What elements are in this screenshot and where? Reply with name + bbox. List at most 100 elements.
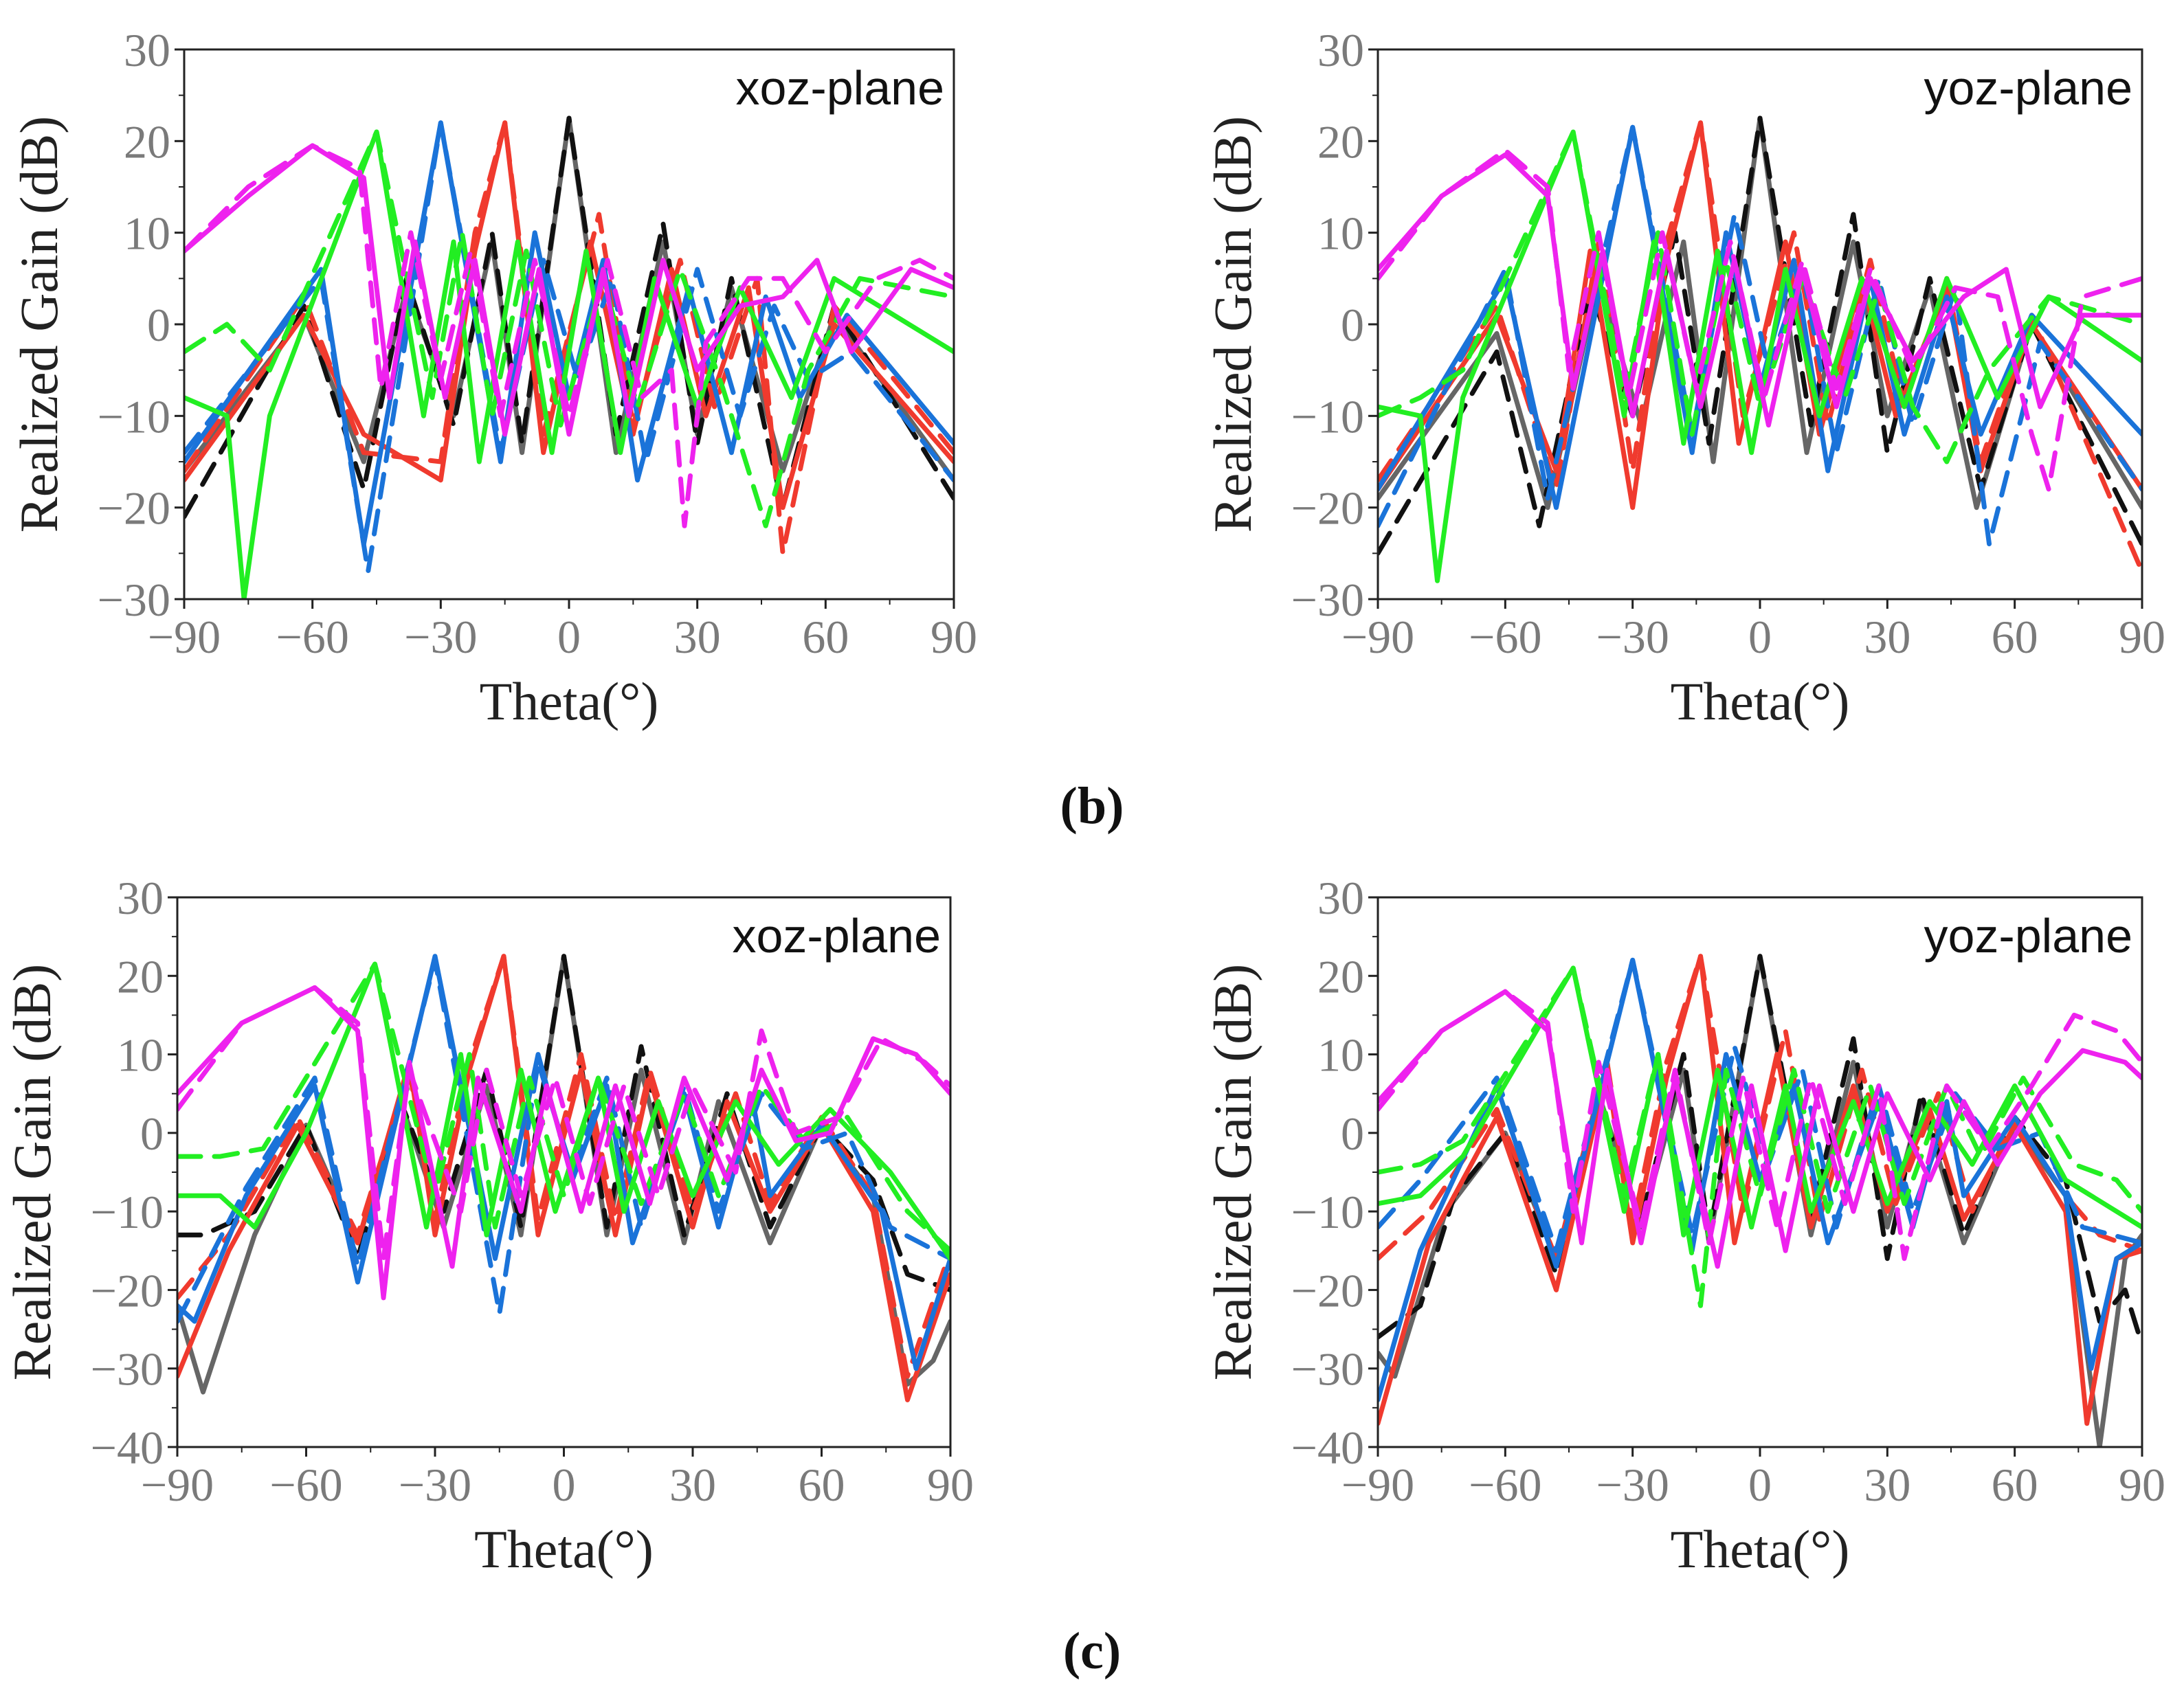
series-line-7: [1378, 129, 2142, 464]
series-line-7: [184, 129, 954, 528]
y-tick-label: −40: [91, 1422, 164, 1474]
plane-annotation: xoz-plane: [732, 909, 941, 963]
x-tick-label: 30: [1864, 1459, 1910, 1511]
y-tick-label: 20: [117, 950, 164, 1002]
x-axis-label: Theta(°): [474, 1519, 654, 1579]
series-line-9: [1378, 989, 2142, 1262]
y-tick-label: 10: [1317, 208, 1364, 260]
y-tick-label: 20: [124, 115, 170, 168]
x-tick-label: 30: [674, 611, 721, 663]
plot-area: [1378, 954, 2142, 1447]
chart-panel-c-right: −90 −60 −30 0 30 60 90 −40 −30 −20 −10 0 10 20 30 Theta…: [1203, 872, 2165, 1579]
chart-panel-c-left: −90 −60 −30 0 30 60 90 −40 −30 −20 −10 0 10 20 30 Theta…: [2, 872, 974, 1579]
series-line-4: [1378, 957, 2142, 1402]
x-tick-label: 60: [802, 611, 849, 663]
series-line-9: [1378, 148, 2142, 492]
y-tick-label: −10: [1291, 390, 1364, 442]
y-tick-label: −20: [98, 482, 170, 535]
series-line-5: [184, 120, 954, 574]
x-tick-label: 30: [669, 1459, 716, 1511]
x-tick-label: 60: [799, 1459, 845, 1511]
series-line-9: [184, 143, 954, 528]
y-tick-label: −20: [91, 1264, 164, 1316]
series-line-4: [184, 120, 954, 547]
y-tick-label: 10: [117, 1029, 164, 1081]
x-tick-label: −30: [404, 611, 477, 663]
y-tick-label: 20: [1317, 115, 1364, 168]
y-tick-label: −30: [1291, 1343, 1364, 1395]
x-tick-label: −90: [1341, 1459, 1414, 1511]
plot-area: [184, 115, 954, 599]
chart-panel-b-left: −90 −60 −30 0 30 60 90 −30 −20 −10 0 10 20 30 Theta(°)…: [9, 24, 977, 731]
y-tick-label: −30: [1291, 574, 1364, 626]
x-tick-label: 90: [2119, 611, 2165, 663]
x-axis-label: Theta(°): [480, 671, 659, 731]
x-tick-label: 90: [931, 611, 977, 663]
x-tick-label: 0: [553, 1459, 576, 1511]
y-tick-label: 0: [140, 1108, 164, 1160]
x-axis-label: Theta(°): [1671, 671, 1850, 731]
series-line-5: [177, 957, 950, 1324]
series-line-3: [177, 954, 950, 1379]
y-axis-label: Realized Gain (dB): [1203, 116, 1262, 532]
y-tick-label: 0: [147, 299, 170, 351]
series-line-3: [184, 120, 954, 556]
y-tick-label: 0: [1341, 1108, 1364, 1160]
series-line-7: [177, 961, 950, 1253]
series-line-6: [1378, 129, 2142, 583]
plane-annotation: xoz-plane: [735, 61, 944, 115]
x-tick-label: 90: [927, 1459, 974, 1511]
y-tick-label: 30: [1317, 872, 1364, 924]
y-axis-label: Realized Gain (dB): [1203, 964, 1262, 1380]
y-axis-label: Realized Gain (dB): [9, 116, 69, 532]
x-tick-label: −90: [1341, 611, 1414, 663]
x-axis-label: Theta(°): [1671, 1519, 1850, 1579]
y-tick-label: −20: [1291, 1264, 1364, 1316]
series-line-1: [184, 115, 954, 519]
y-tick-label: −20: [1291, 482, 1364, 535]
chart-panel-b-right: −90 −60 −30 0 30 60 90 −30 −20 −10 0 10 20 30 Theta(°)…: [1203, 24, 2165, 731]
y-tick-label: −30: [98, 574, 170, 626]
y-tick-label: 0: [1341, 299, 1364, 351]
y-tick-label: −10: [1291, 1186, 1364, 1238]
x-tick-label: 30: [1864, 611, 1910, 663]
plane-annotation: yoz-plane: [1924, 909, 2132, 963]
series-line-0: [177, 954, 950, 1395]
x-tick-label: −30: [399, 1459, 471, 1511]
series-line-2: [1378, 954, 2142, 1426]
x-tick-label: 90: [2119, 1459, 2165, 1511]
series-line-4: [177, 954, 950, 1371]
y-tick-label: −40: [1291, 1422, 1364, 1474]
plot-area: [177, 954, 950, 1402]
y-tick-label: −10: [98, 390, 170, 442]
series-line-6: [184, 129, 954, 599]
series-line-8: [184, 143, 954, 437]
y-tick-label: 10: [1317, 1029, 1364, 1081]
x-tick-label: 0: [1748, 611, 1772, 663]
y-tick-label: 20: [1317, 950, 1364, 1002]
caption-b: (b): [1060, 777, 1124, 835]
y-tick-label: 10: [124, 208, 170, 260]
plot-area: [1378, 115, 2142, 583]
x-tick-label: −90: [148, 611, 221, 663]
series-line-6: [177, 961, 950, 1262]
y-axis-label: Realized Gain (dB): [2, 964, 62, 1380]
y-tick-label: 30: [1317, 24, 1364, 76]
x-tick-label: −60: [1469, 611, 1541, 663]
x-tick-label: −60: [269, 1459, 342, 1511]
y-tick-label: −10: [91, 1186, 164, 1238]
caption-c: (c): [1063, 1622, 1121, 1680]
x-tick-label: 0: [1748, 1459, 1772, 1511]
x-tick-label: −90: [141, 1459, 214, 1511]
y-tick-label: −30: [91, 1343, 164, 1395]
x-tick-label: −60: [1469, 1459, 1541, 1511]
series-line-9: [177, 985, 950, 1262]
y-tick-label: 30: [117, 872, 164, 924]
x-tick-label: −60: [276, 611, 348, 663]
x-tick-label: 60: [1992, 611, 2038, 663]
plot-frame: [176, 896, 952, 1448]
series-line-1: [1378, 115, 2142, 556]
series-line-7: [1378, 965, 2142, 1308]
y-tick-label: 30: [124, 24, 170, 76]
